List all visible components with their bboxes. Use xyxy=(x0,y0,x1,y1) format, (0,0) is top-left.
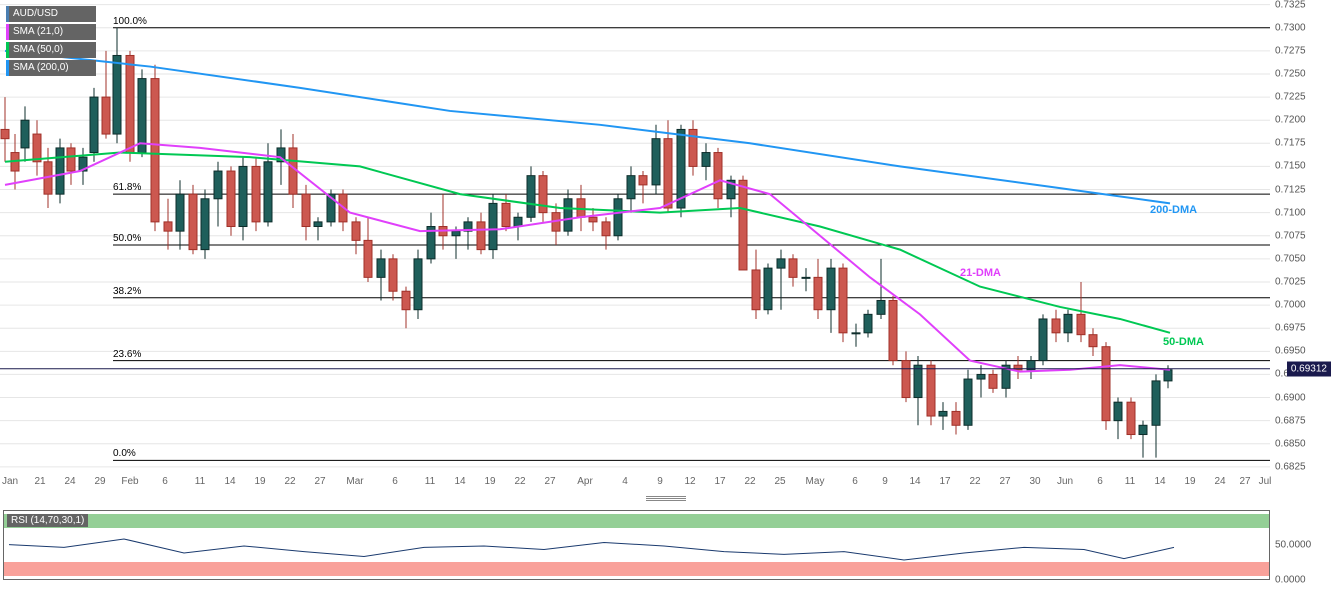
rsi-panel[interactable]: RSI (14,70,30,1) xyxy=(3,510,1270,580)
fib-label: 23.6% xyxy=(113,349,141,360)
ma-label: 200-DMA xyxy=(1150,204,1197,216)
indicator-legends: AUD/USD SMA (21,0) SMA (50,0) SMA (200,0… xyxy=(6,6,96,78)
sma200-badge[interactable]: SMA (200,0) xyxy=(6,60,96,76)
current-price-label: 0.69312 xyxy=(1287,361,1331,376)
sma21-badge[interactable]: SMA (21,0) xyxy=(6,24,96,40)
fib-label: 61.8% xyxy=(113,182,141,193)
fib-label: 38.2% xyxy=(113,286,141,297)
panel-splitter[interactable] xyxy=(646,496,686,502)
fib-label: 50.0% xyxy=(113,233,141,244)
rsi-canvas xyxy=(4,511,1271,581)
chart-container: 100.0% 61.8% 50.0% 38.2% 23.6% 0.0% 200-DMA 21-… xyxy=(0,0,1331,615)
fib-label: 0.0% xyxy=(113,448,136,459)
price-chart-panel[interactable]: 100.0% 61.8% 50.0% 38.2% 23.6% 0.0% 200-DMA 21-… xyxy=(0,0,1270,490)
instrument-badge[interactable]: AUD/USD xyxy=(6,6,96,22)
time-x-axis: Jan212429Feb61114192227Mar61114192227Apr… xyxy=(0,476,1270,492)
price-chart-canvas xyxy=(0,0,1270,490)
fib-label: 100.0% xyxy=(113,16,147,27)
sma50-badge[interactable]: SMA (50,0) xyxy=(6,42,96,58)
rsi-y-axis: 50.00000.0000 xyxy=(1271,510,1331,580)
ma-label: 50-DMA xyxy=(1163,336,1204,348)
price-y-axis: 0.73250.73000.72750.72500.72250.72000.71… xyxy=(1271,0,1331,490)
ma-label: 21-DMA xyxy=(960,267,1001,279)
